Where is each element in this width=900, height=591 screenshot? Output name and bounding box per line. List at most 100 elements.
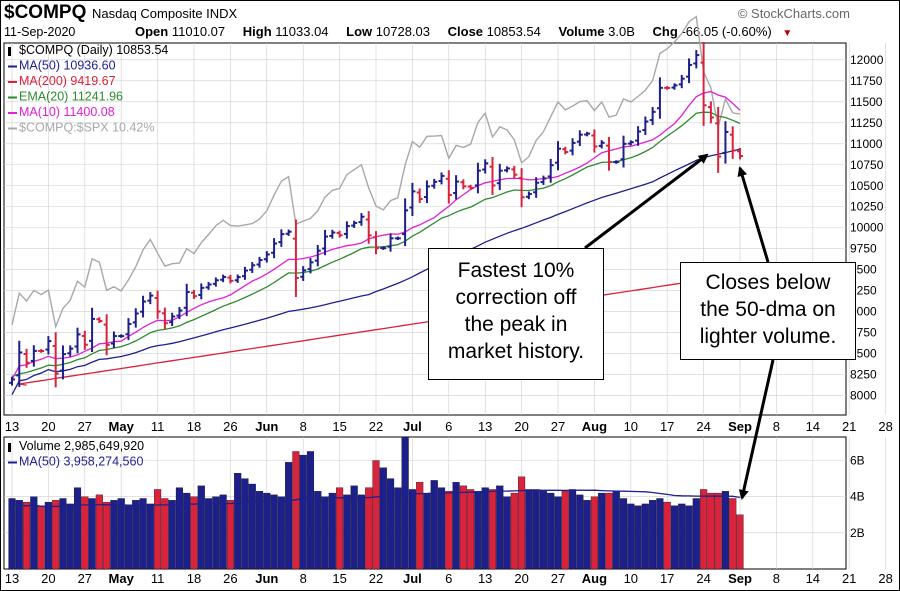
ohlc-bar xyxy=(613,160,620,164)
callout-line: market history. xyxy=(447,340,585,363)
volume-bar xyxy=(707,492,715,570)
volume-bar xyxy=(132,500,140,570)
volume-bar xyxy=(678,503,686,570)
ohlc-bar xyxy=(460,179,467,190)
ohlc-bar xyxy=(656,77,663,119)
volume-x-tick-label: 22 xyxy=(369,571,383,586)
ohlc-bar xyxy=(474,162,481,194)
ohlc-bar xyxy=(110,331,117,349)
volume-x-tick-label: 20 xyxy=(514,571,528,586)
volume-label: Volume xyxy=(558,24,605,39)
ohlc-bar xyxy=(45,336,52,355)
ohlc-bar xyxy=(89,307,96,352)
ohlc-bar xyxy=(649,106,656,125)
volume-bar xyxy=(569,489,577,570)
symbol-title: $COMPQ xyxy=(4,2,87,23)
ohlc-bar xyxy=(227,274,234,284)
volume-bar xyxy=(15,500,23,570)
volume-bar xyxy=(416,482,424,570)
volume-bar xyxy=(73,487,82,570)
volume-bar xyxy=(277,496,285,570)
volume-x-tick-label: 24 xyxy=(696,571,710,586)
price-legend-text: EMA(20) 11241.96 xyxy=(19,90,123,104)
ohlc-bar xyxy=(453,175,460,200)
arrow-to-last-bar xyxy=(737,166,770,263)
volume-bar xyxy=(139,498,147,570)
price-legend-text: $COMPQ (Daily) 10853.54 xyxy=(19,43,168,57)
close-value: 10853.54 xyxy=(486,24,541,39)
volume-bar xyxy=(408,489,416,570)
volume-bar xyxy=(634,505,642,570)
volume-x-tick-label: 20 xyxy=(41,571,55,586)
volume-bar xyxy=(52,500,60,570)
volume-x-tick-label: May xyxy=(109,571,135,586)
volume-bar xyxy=(619,498,628,570)
volume-x-tick-label: 28 xyxy=(878,571,892,586)
volume-bar xyxy=(59,498,67,570)
ohlc-bar xyxy=(183,283,190,317)
ohlc-bar xyxy=(533,177,540,198)
ohlc-bar xyxy=(387,233,394,252)
arrow-to-volume xyxy=(738,359,775,500)
volume-bar xyxy=(183,492,191,570)
ohlc-bar xyxy=(693,50,700,69)
ohlc-bar xyxy=(125,318,132,341)
volume-bar xyxy=(146,503,154,570)
volume-bar xyxy=(365,487,373,570)
ohlc-bar xyxy=(496,163,503,191)
ohlc-bar xyxy=(23,348,30,368)
volume-bar xyxy=(561,491,569,570)
volume-bar xyxy=(539,491,547,570)
ohlc-bar xyxy=(30,345,37,367)
price-legend-text: MA(50) 10936.60 xyxy=(19,59,116,73)
open-label: Open xyxy=(135,24,169,39)
ohlc-bar xyxy=(161,307,168,329)
volume-bar xyxy=(350,485,358,570)
ohlc-bar xyxy=(525,191,532,200)
ohlc-bar xyxy=(336,230,343,238)
volume-bar xyxy=(547,492,555,570)
volume-bar xyxy=(612,491,620,570)
ohlc-bar xyxy=(671,83,678,90)
volume-value: 3.0B xyxy=(608,24,635,39)
ohlc-bar xyxy=(103,314,110,356)
volume-bar xyxy=(379,467,387,570)
volume-bar xyxy=(154,489,162,570)
ohlc-bar xyxy=(118,334,125,338)
ohlc-bar xyxy=(307,258,314,274)
volume-bar xyxy=(205,498,213,570)
ohlc-bar xyxy=(504,166,511,173)
price-tick-label: 9250 xyxy=(850,284,877,298)
price-x-tick-label: 27 xyxy=(78,419,92,434)
price-tick-label: 10000 xyxy=(850,221,884,235)
volume-bar xyxy=(66,503,74,570)
volume-bar xyxy=(212,496,220,570)
ohlc-bar xyxy=(343,221,350,239)
ohlc-bar xyxy=(511,165,518,179)
high-value: 11033.04 xyxy=(275,24,329,39)
ohlc-bar xyxy=(598,140,605,149)
price-tick-label: 10750 xyxy=(850,158,884,172)
ohlc-bar xyxy=(380,246,387,250)
price-x-tick-label: Sep xyxy=(728,419,752,434)
chg-label: Chg xyxy=(652,24,678,39)
ohlc-bar xyxy=(555,141,561,171)
volume-bar xyxy=(343,494,351,570)
volume-bar xyxy=(226,500,234,570)
rs-line xyxy=(11,15,741,330)
price-x-tick-label: Jul xyxy=(403,419,422,434)
ohlc-bar xyxy=(147,292,154,305)
volume-bar xyxy=(394,487,402,570)
volume-bar xyxy=(197,485,205,570)
volume-bar xyxy=(270,494,278,570)
volume-bar xyxy=(685,505,693,570)
price-x-tick-label: 8 xyxy=(773,419,780,434)
quote-date: 11-Sep-2020 xyxy=(4,25,76,39)
volume-bar xyxy=(175,487,183,570)
volume-bar xyxy=(30,496,38,570)
ohlc-bar xyxy=(16,340,23,388)
ohlc-bar xyxy=(707,101,714,124)
ohlc-bar xyxy=(96,317,103,324)
volume-bar xyxy=(124,505,133,570)
